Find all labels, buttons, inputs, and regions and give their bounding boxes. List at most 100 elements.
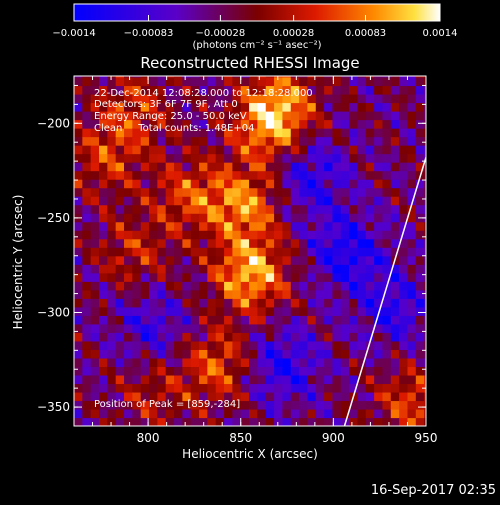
- heatmap-cell: [299, 289, 309, 299]
- heatmap-cell: [165, 93, 175, 104]
- heatmap-cell: [332, 76, 342, 78]
- heatmap-cell: [332, 187, 342, 197]
- heatmap-cell: [365, 298, 375, 308]
- heatmap-cell: [307, 213, 317, 223]
- heatmap-cell: [207, 221, 217, 231]
- heatmap-cell: [274, 76, 284, 78]
- heatmap-cell: [99, 179, 108, 189]
- heatmap-cell: [249, 281, 259, 291]
- heatmap-cell: [315, 187, 325, 197]
- heatmap-cell: [174, 357, 183, 368]
- heatmap-cell: [190, 221, 200, 231]
- heatmap-cell: [165, 170, 175, 180]
- heatmap-cell: [424, 298, 426, 308]
- heatmap-cell: [90, 204, 100, 214]
- heatmap-cell: [407, 153, 417, 163]
- heatmap-cell: [290, 179, 300, 189]
- heatmap-cell: [99, 408, 108, 419]
- heatmap-cell: [140, 298, 150, 308]
- heatmap-cell: [182, 76, 192, 78]
- heatmap-cell: [140, 357, 150, 368]
- heatmap-cell: [424, 76, 426, 78]
- heatmap-cell: [107, 400, 117, 410]
- heatmap-cell: [124, 281, 133, 291]
- heatmap-cell: [74, 264, 83, 274]
- heatmap-cell: [157, 102, 167, 112]
- heatmap-cell: [174, 187, 183, 197]
- heatmap-cell: [90, 357, 100, 368]
- heatmap-cell: [207, 255, 217, 265]
- heatmap-cell: [215, 162, 225, 172]
- heatmap-cell: [99, 196, 108, 206]
- heatmap-cell: [224, 332, 233, 342]
- heatmap-cell: [107, 272, 117, 282]
- heatmap-cell: [424, 179, 426, 189]
- heatmap-cell: [132, 281, 142, 291]
- heatmap-cell: [265, 255, 275, 265]
- colorbar-tick-label: −0.00083: [124, 28, 174, 39]
- heatmap-cell: [215, 128, 225, 138]
- heatmap-cell: [315, 357, 325, 368]
- heatmap-cell: [132, 221, 142, 231]
- heatmap-cell: [307, 306, 317, 316]
- heatmap-cell: [165, 85, 175, 95]
- heatmap-cell: [399, 349, 409, 359]
- heatmap-cell: [332, 408, 342, 419]
- heatmap-cell: [90, 374, 100, 385]
- heatmap-cell: [340, 357, 350, 368]
- heatmap-cell: [265, 111, 275, 121]
- heatmap-cell: [224, 111, 233, 121]
- heatmap-cell: [215, 340, 225, 350]
- heatmap-cell: [299, 247, 309, 257]
- heatmap-cell: [207, 289, 217, 299]
- heatmap-cell: [424, 128, 426, 138]
- heatmap-cell: [182, 306, 192, 316]
- heatmap-cell: [82, 145, 92, 155]
- heatmap-cell: [315, 238, 325, 248]
- heatmap-cell: [182, 247, 192, 257]
- heatmap-cell: [332, 204, 342, 214]
- heatmap-cell: [124, 332, 133, 342]
- heatmap-cell: [157, 255, 167, 265]
- heatmap-cell: [232, 119, 242, 129]
- heatmap-cell: [315, 119, 325, 129]
- heatmap-cell: [82, 230, 92, 240]
- heatmap-cell: [274, 170, 284, 180]
- heatmap-cell: [374, 76, 384, 87]
- heatmap-cell: [357, 306, 367, 316]
- heatmap-cell: [282, 170, 292, 180]
- heatmap-cell: [107, 247, 117, 257]
- heatmap-cell: [115, 170, 125, 180]
- heatmap-cell: [274, 153, 284, 163]
- heatmap-cell: [315, 179, 325, 189]
- heatmap-cell: [190, 357, 200, 368]
- heatmap-cell: [365, 340, 375, 350]
- heatmap-cell: [407, 272, 417, 282]
- heatmap-cell: [382, 417, 392, 426]
- heatmap-cell: [232, 93, 242, 104]
- heatmap-cell: [299, 111, 309, 121]
- heatmap-cell: [424, 162, 426, 172]
- heatmap-cell: [157, 128, 167, 138]
- heatmap-cell: [157, 306, 167, 316]
- heatmap-cell: [174, 230, 183, 240]
- heatmap-cell: [365, 111, 375, 121]
- heatmap-cell: [374, 102, 384, 112]
- heatmap-cell: [190, 204, 200, 214]
- heatmap-cell: [390, 145, 400, 155]
- heatmap-cell: [165, 289, 175, 299]
- heatmap-cell: [82, 93, 92, 104]
- heatmap-cell: [249, 85, 259, 95]
- heatmap-cell: [407, 196, 417, 206]
- heatmap-cell: [124, 111, 133, 121]
- heatmap-cell: [232, 383, 242, 393]
- heatmap-cell: [207, 162, 217, 172]
- heatmap-cell: [332, 315, 342, 325]
- heatmap-cell: [274, 391, 284, 402]
- heatmap-cell: [115, 93, 125, 104]
- heatmap-cell: [82, 213, 92, 223]
- heatmap-cell: [74, 230, 83, 240]
- heatmap-cell: [115, 366, 125, 376]
- heatmap-cell: [132, 255, 142, 265]
- heatmap-cell: [182, 136, 192, 146]
